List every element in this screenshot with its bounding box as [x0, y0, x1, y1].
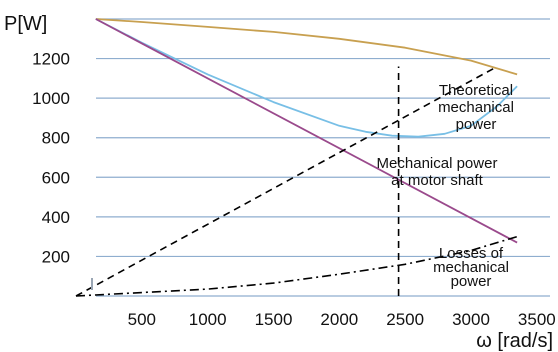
- annotation-theoretical-power: Theoretical mechanical power: [438, 82, 514, 133]
- annotation-shaft-power: Mechanical power at motor shaft: [377, 155, 498, 189]
- x-tick-label: 1500: [255, 310, 293, 329]
- x-tick-label: 500: [128, 310, 156, 329]
- x-tick-label: 3500: [518, 310, 556, 329]
- series-line-3: [95, 18, 518, 244]
- annot-layer: Theoretical mechanical power Mechanical pow…: [377, 82, 514, 290]
- y-tick-label: 600: [42, 168, 70, 187]
- series-line-2: [95, 18, 518, 138]
- tick-layer: 200 400 600 800 1000 1200 500 1000 1500 2000 2500 3…: [32, 50, 556, 329]
- series-line-4: [75, 65, 498, 297]
- y-tick-label: 400: [42, 208, 70, 227]
- annotation-losses: Losses of mechanical power: [433, 245, 509, 290]
- y-tick-label: 1000: [32, 89, 70, 108]
- x-axis-title: ω [rad/s]: [476, 330, 553, 352]
- y-axis-title: P[W]: [4, 13, 47, 35]
- grid-layer: [96, 18, 550, 297]
- x-tick-label: 3000: [452, 310, 490, 329]
- x-tick-label: 2000: [320, 310, 358, 329]
- series-layer: [75, 18, 518, 297]
- x-tick-label: 2500: [386, 310, 424, 329]
- y-tick-label: 800: [42, 129, 70, 148]
- series-line-1: [95, 18, 518, 76]
- x-tick-label: 1000: [189, 310, 227, 329]
- y-tick-label: 200: [42, 247, 70, 266]
- y-tick-label: 1200: [32, 50, 70, 69]
